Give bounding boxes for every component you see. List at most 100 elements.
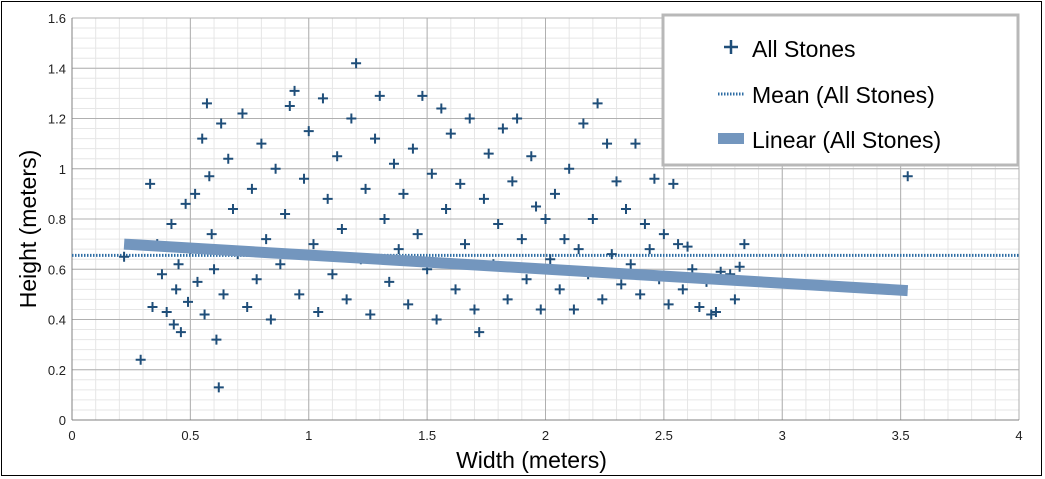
data-point [256,138,267,149]
data-point [289,85,300,96]
data-point [616,279,627,290]
data-point [606,249,617,260]
data-point [213,382,224,393]
data-point [303,126,314,137]
data-point [516,234,527,245]
linear-trendline [123,238,909,297]
data-point [469,304,480,315]
data-point [677,284,688,295]
data-point [417,90,428,101]
data-point [322,193,333,204]
data-point [602,138,613,149]
data-point [199,309,210,320]
data-point [587,214,598,224]
data-point [493,219,504,230]
data-point [237,108,248,119]
y-tick-label: 0.6 [48,262,66,277]
data-point [431,314,442,325]
data-point [190,188,201,199]
data-point [218,289,229,300]
data-point [246,183,257,194]
data-point [663,299,674,310]
data-point [630,138,641,149]
data-point [365,309,376,320]
data-point [739,239,750,250]
data-point [346,113,357,124]
data-point [171,284,182,295]
data-point [280,208,291,219]
data-point [294,289,305,300]
data-point [450,284,461,295]
data-point [180,198,191,209]
data-point [251,274,262,285]
data-point [455,178,466,189]
data-point [336,224,347,235]
data-point [308,239,319,250]
y-tick-label: 0 [59,413,66,428]
data-point [265,314,276,325]
data-point [649,173,660,184]
legend-label-linear: Linear (All Stones) [752,127,941,153]
x-tick-label: 2 [542,428,549,443]
data-point [242,301,253,312]
x-tick-label: 0 [68,428,75,443]
data-point [441,203,452,214]
data-point [592,98,603,109]
data-point [611,176,622,187]
data-point [360,183,371,194]
legend-plus-stroke [724,40,738,54]
x-tick-label: 1 [305,428,312,443]
data-point [374,90,385,101]
data-point [436,103,447,114]
y-tick-labels: 0 0.2 0.4 0.6 0.8 1 1.2 1.4 1.6 [48,11,66,428]
data-point [545,254,556,265]
data-point [216,118,227,129]
data-point [559,234,570,245]
data-point [625,259,636,270]
data-point [206,229,217,240]
x-tick-label: 3.5 [892,428,910,443]
data-point [393,244,404,255]
data-point [658,229,669,240]
data-point [299,173,310,184]
x-tick-label: 2.5 [655,428,673,443]
data-point [644,244,655,255]
data-point [426,168,437,179]
data-point [526,151,537,162]
y-axis-title: Height (meters) [15,150,41,308]
data-point [512,113,523,124]
data-point [445,128,456,139]
data-point [173,259,184,270]
data-point [332,151,343,162]
data-point [119,251,130,262]
data-point [384,276,395,287]
data-point [183,296,194,307]
data-point [502,294,513,305]
legend-label-all-stones: All Stones [752,36,856,62]
data-point [729,294,740,305]
data-point [734,261,745,272]
x-axis-title: Width (meters) [456,447,607,473]
data-point [227,203,238,214]
y-tick-label: 1 [59,162,66,177]
data-point [902,171,913,182]
y-tick-label: 1.4 [48,61,66,76]
x-tick-label: 3 [779,428,786,443]
data-point [507,176,518,187]
data-point [549,188,560,199]
data-point [204,171,215,182]
data-point [568,304,579,315]
data-point [388,158,399,169]
data-point [460,239,471,250]
data-point [175,327,186,338]
data-point [694,301,705,312]
data-point [156,269,167,280]
data-point [197,133,208,144]
data-point [597,294,608,305]
y-tick-label: 0.8 [48,212,66,227]
data-point [554,284,565,295]
data-point [483,148,494,159]
data-point [261,234,272,245]
